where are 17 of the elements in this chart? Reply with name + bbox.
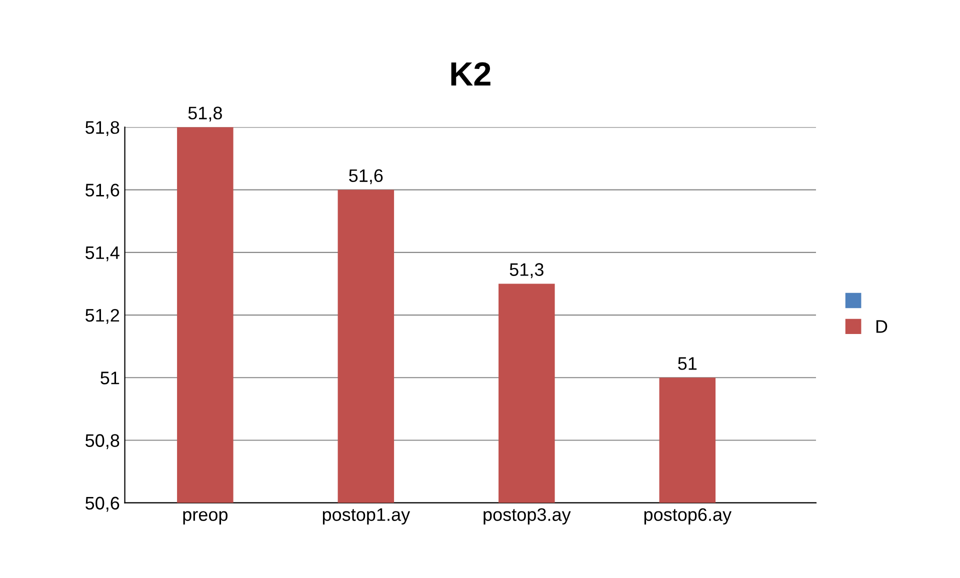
data-label: 51	[678, 357, 697, 370]
y-tick-label: 51,4	[86, 246, 120, 262]
y-tick-label: 50,6	[86, 496, 120, 512]
legend-label: D	[876, 320, 888, 333]
x-tick-label: preop	[183, 511, 228, 525]
data-label: 51,3	[510, 263, 544, 278]
data-label: 51,6	[349, 169, 383, 184]
y-tick-label: 51,8	[86, 121, 120, 136]
y-tick-label: 50,8	[86, 434, 120, 450]
chart-title: K2	[451, 62, 490, 86]
x-tick-label: postop6.ay	[644, 508, 732, 525]
y-tick-label: 51	[100, 372, 120, 384]
x-tick-label: postop3.ay	[484, 508, 571, 525]
data-label: 51,8	[188, 106, 222, 122]
x-tick-label: postop1.ay	[322, 508, 410, 525]
y-tick-label: 51,2	[86, 308, 120, 324]
y-tick-label: 51,6	[86, 184, 120, 199]
